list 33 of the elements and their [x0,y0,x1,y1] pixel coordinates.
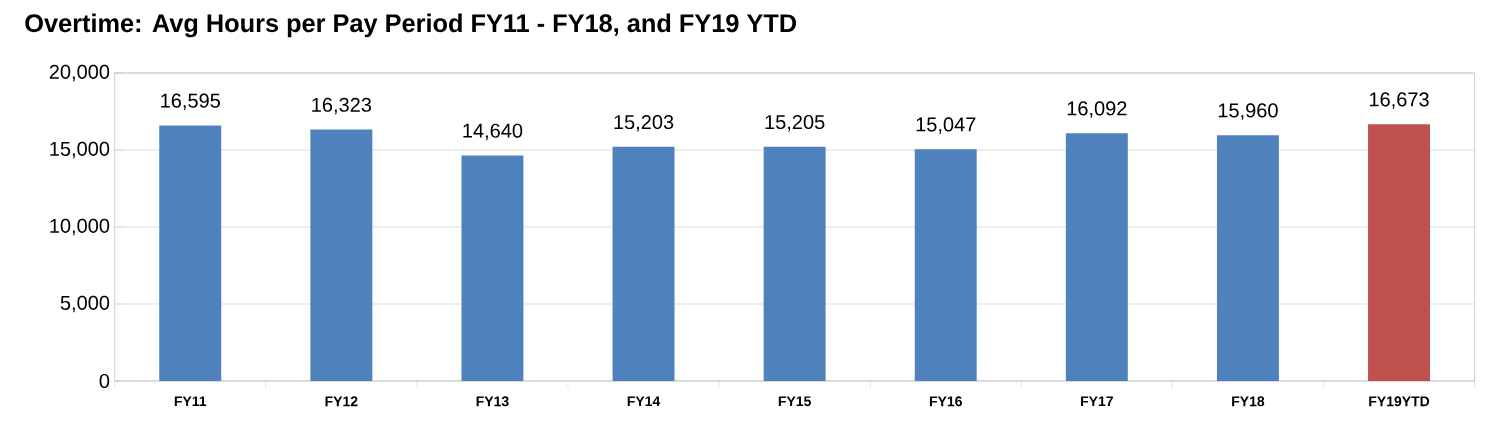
bar [1065,133,1128,381]
data-label: 15,205 [765,114,825,132]
x-tick-label: FY11 [174,396,207,406]
x-tick-label: FY12 [325,396,358,407]
bar [310,129,373,381]
x-tick-label: FY16 [929,396,962,407]
bar [159,125,222,381]
data-label: 16,092 [1067,101,1127,118]
data-label: 14,640 [463,123,523,141]
data-label: 15,047 [916,117,976,134]
y-tick-label: 0 [99,373,110,389]
data-label: 15,203 [614,114,674,132]
bar [1216,135,1279,381]
bar [914,149,977,381]
bar [612,146,675,381]
y-tick-label: 20,000 [49,64,110,82]
y-tick-label: 5,000 [60,295,110,313]
x-tick-label: FY15 [778,396,811,407]
x-tick-label: FY19YTD [1369,396,1430,407]
x-tick-label: FY17 [1081,396,1113,406]
y-tick-label: 10,000 [50,218,110,236]
bar [461,155,524,381]
x-tick-label: FY14 [627,396,661,406]
bar [763,146,826,381]
x-tick-label: FY18 [1232,396,1265,407]
data-label: 16,323 [312,97,372,115]
y-tick-label: 15,000 [50,141,110,159]
data-label: 15,960 [1218,103,1278,120]
data-label: 16,595 [161,93,220,111]
x-tick-label: FY13 [476,396,509,407]
data-label: 16,673 [1369,92,1429,109]
chart-title: Overtime: Avg Hours per Pay Period FY11 - FY18, and FY19 YTD [25,13,797,38]
bar [1368,124,1431,381]
